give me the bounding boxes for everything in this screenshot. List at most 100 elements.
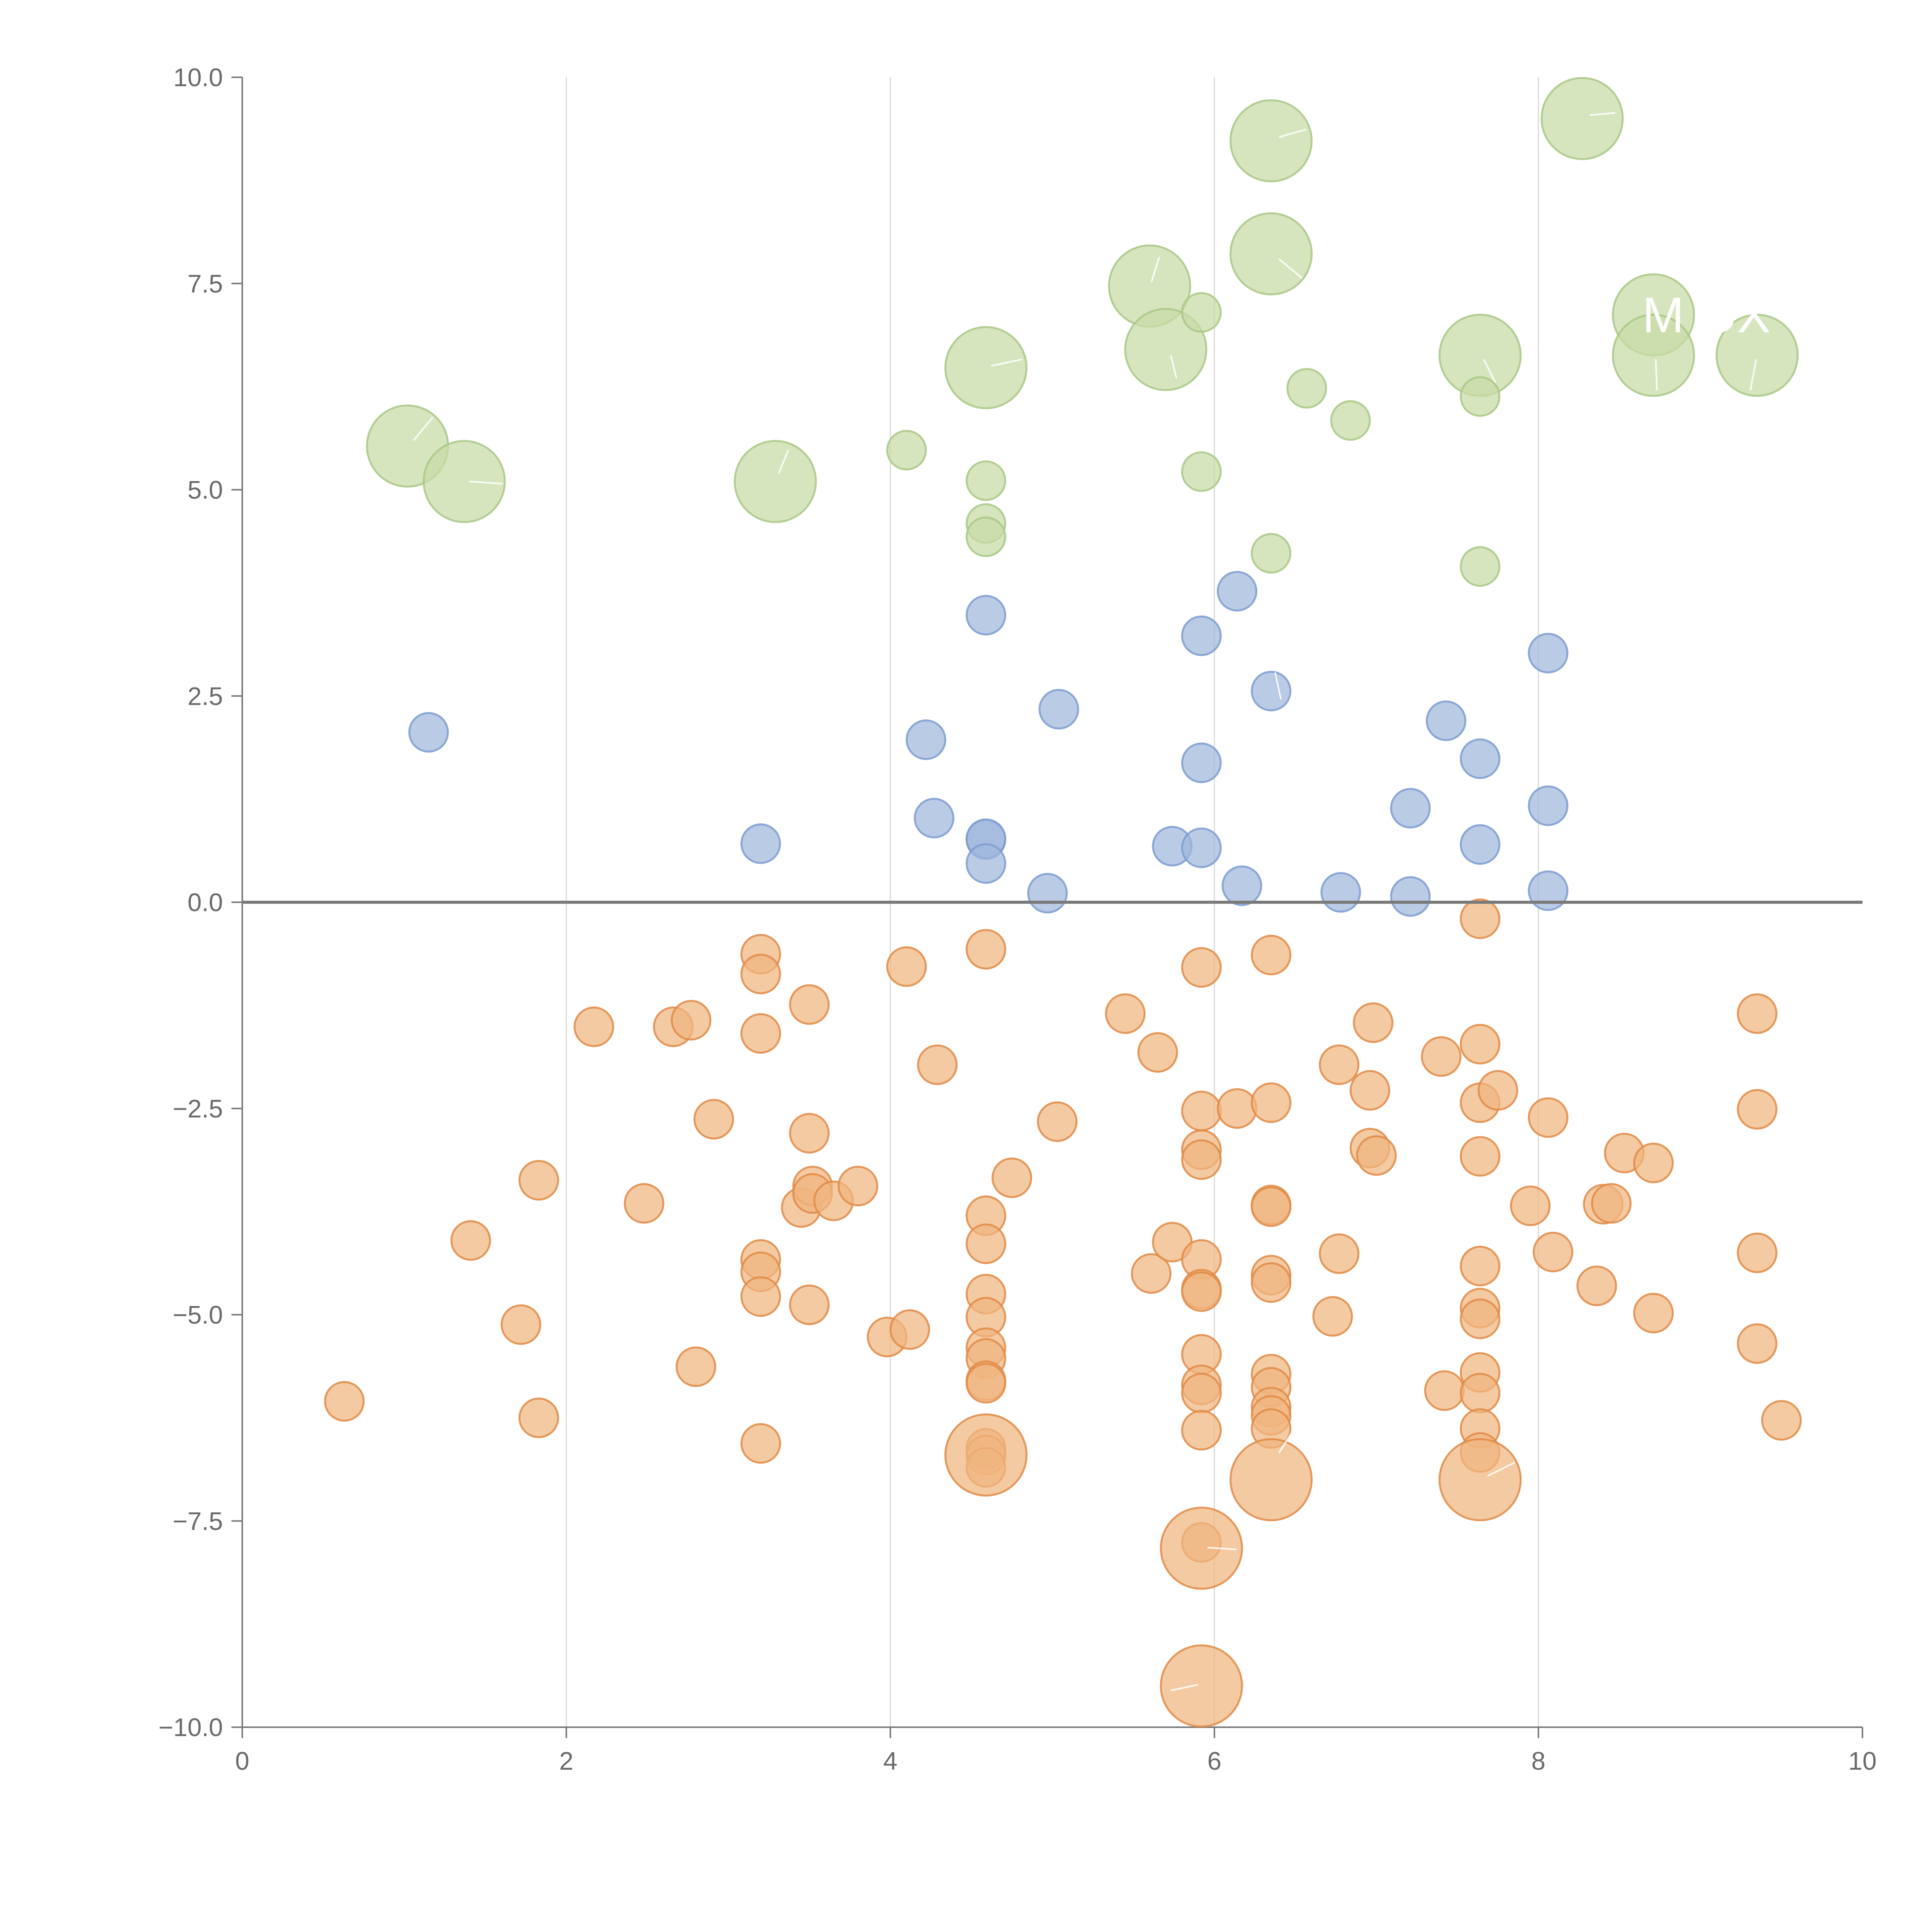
data-point-blue xyxy=(408,712,449,753)
data-point-green xyxy=(1181,451,1222,492)
data-point-blue xyxy=(1027,873,1068,914)
data-point-orange xyxy=(1761,1400,1802,1441)
data-point-orange xyxy=(1137,1032,1178,1073)
data-point-green xyxy=(1251,533,1292,574)
data-point-orange xyxy=(1251,935,1292,976)
data-point-orange xyxy=(1736,1089,1777,1130)
data-point-orange xyxy=(1251,1082,1292,1123)
data-point-orange xyxy=(1510,1185,1551,1226)
data-point-green xyxy=(966,460,1007,501)
data-point-orange xyxy=(693,1099,734,1140)
data-point-green xyxy=(1715,313,1799,397)
data-point-orange xyxy=(450,1220,491,1261)
data-point-green xyxy=(1612,313,1695,397)
data-point-orange xyxy=(1230,1438,1313,1521)
annotation-layer: M OX xyxy=(413,112,1770,1691)
data-point-orange xyxy=(1181,1139,1222,1180)
data-point-blue xyxy=(1425,700,1466,741)
data-point-orange xyxy=(1353,1002,1394,1043)
data-point-orange xyxy=(966,1223,1007,1264)
data-point-orange xyxy=(1528,1097,1569,1138)
data-point-orange xyxy=(1576,1265,1617,1306)
data-point-orange xyxy=(886,946,927,987)
data-point-orange xyxy=(1131,1253,1172,1294)
data-point-orange xyxy=(966,1363,1007,1404)
data-point-blue xyxy=(1181,827,1222,868)
data-point-blue xyxy=(1038,689,1079,730)
y-tick-label: −7.5 xyxy=(173,1507,223,1535)
data-point-orange xyxy=(518,1160,559,1201)
data-point-orange xyxy=(1217,1088,1258,1129)
data-point-orange xyxy=(789,1113,830,1154)
data-point-green xyxy=(1230,99,1313,182)
data-point-orange xyxy=(1421,1036,1462,1077)
data-point-orange xyxy=(1633,1293,1674,1333)
leader-line xyxy=(1487,1462,1515,1477)
data-point-orange xyxy=(1319,1233,1360,1274)
y-tick-label: 5.0 xyxy=(187,476,223,504)
leader-line xyxy=(1590,112,1616,116)
data-point-orange xyxy=(789,1284,830,1325)
data-point-blue xyxy=(740,823,781,864)
data-point-blue xyxy=(913,798,954,838)
data-point-green xyxy=(1459,546,1500,587)
x-tick-label: 6 xyxy=(1207,1747,1221,1775)
leader-line xyxy=(1483,359,1496,383)
data-point-green xyxy=(944,326,1028,410)
data-point-orange xyxy=(740,1013,781,1054)
data-point-orange xyxy=(1356,1135,1397,1176)
data-point-blue xyxy=(1459,824,1500,865)
data-point-orange xyxy=(889,1309,930,1350)
data-point-orange xyxy=(324,1381,365,1422)
leader-line xyxy=(1151,257,1160,282)
data-point-green xyxy=(1286,368,1327,409)
data-point-blue xyxy=(1181,615,1222,656)
data-point-blue xyxy=(966,843,1007,884)
data-point-blue xyxy=(1390,876,1431,917)
leader-line xyxy=(1170,355,1177,379)
data-point-green xyxy=(966,516,1007,557)
data-point-green xyxy=(886,430,927,471)
data-point-green xyxy=(1541,77,1624,160)
leader-line xyxy=(1750,359,1757,391)
leader-line xyxy=(1655,359,1658,391)
data-point-orange xyxy=(1736,993,1777,1034)
data-point-orange xyxy=(1160,1644,1243,1728)
points-layer xyxy=(324,77,1802,1728)
data-point-orange xyxy=(500,1304,541,1345)
y-tick-label: −2.5 xyxy=(173,1094,223,1123)
data-point-blue xyxy=(1528,785,1569,826)
data-point-orange xyxy=(1160,1507,1243,1590)
data-point-blue xyxy=(1221,865,1262,906)
data-point-orange xyxy=(789,984,830,1025)
leader-line xyxy=(778,450,789,474)
data-point-orange xyxy=(740,1276,781,1317)
y-tick-label: 7.5 xyxy=(187,269,223,298)
data-point-orange xyxy=(944,1413,1028,1497)
data-point-orange xyxy=(1478,1070,1519,1111)
data-point-orange xyxy=(740,1423,781,1464)
data-point-orange xyxy=(740,954,781,995)
x-tick-label: 2 xyxy=(559,1747,573,1775)
data-point-blue xyxy=(1217,571,1258,612)
leader-line xyxy=(1170,1684,1198,1691)
data-point-orange xyxy=(1459,1298,1500,1339)
leader-line xyxy=(1279,129,1306,138)
y-tick-label: −5.0 xyxy=(173,1301,223,1329)
leader-line xyxy=(1274,672,1282,700)
data-point-blue xyxy=(905,719,946,760)
data-point-green xyxy=(1181,292,1222,333)
data-point-green xyxy=(1459,376,1500,417)
y-tick-label: 0.0 xyxy=(187,888,223,917)
leader-line xyxy=(469,481,503,485)
data-point-orange xyxy=(837,1165,878,1206)
data-point-orange xyxy=(1251,1262,1292,1303)
data-point-orange xyxy=(1037,1101,1078,1142)
data-point-blue xyxy=(1181,742,1222,783)
data-point-orange xyxy=(1438,1438,1522,1521)
x-tick-label: 4 xyxy=(883,1747,898,1775)
data-point-green xyxy=(733,440,817,523)
data-point-green xyxy=(1230,212,1313,296)
data-point-orange xyxy=(1532,1231,1573,1272)
